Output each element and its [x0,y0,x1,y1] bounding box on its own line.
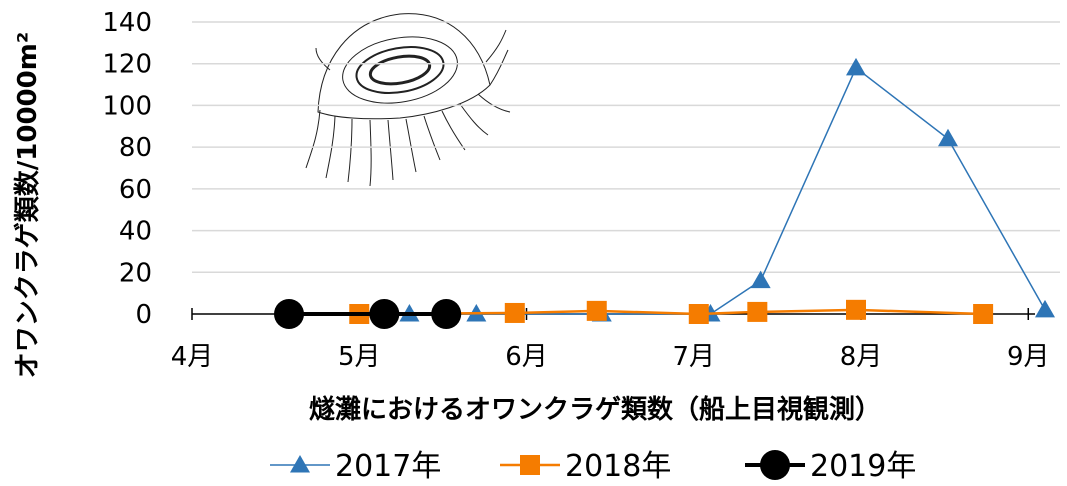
legend-item: 2019年 [745,449,916,484]
y-tick-label: 140 [102,8,152,38]
x-axis: 4月 5月 6月 7月 8月 9月 [171,308,1050,372]
y-tick-label: 40 [119,217,152,247]
y-tick-label: 100 [102,91,152,121]
series-2018年 [349,299,994,324]
legend-item: 2017年 [270,449,441,484]
data-point [688,304,709,324]
data-point [504,302,525,323]
y-tick-label: 60 [119,175,152,205]
legend-label: 2018年 [565,449,671,484]
legend: 2017年 2018年 2019年 [270,449,916,484]
y-axis-label: オワンクラゲ類数/10000m² [13,32,43,378]
gridlines [192,21,1060,274]
x-tick-label: 5月 [338,342,381,372]
x-tick-label: 8月 [840,342,883,372]
series-2019年 [274,299,462,329]
x-tick-label: 6月 [505,342,548,372]
x-axis-label: 燧灘におけるオワンクラゲ類数（船上目視観測） [309,394,881,425]
data-point [937,128,958,147]
data-point [274,299,305,329]
data-point [846,57,867,76]
legend-label: 2019年 [810,449,916,484]
y-tick-label: 80 [119,133,152,163]
y-tick-label: 120 [102,50,152,80]
y-tick-label: 20 [119,258,152,288]
x-tick-label: 4月 [171,342,214,372]
legend-marker [290,455,310,473]
y-tick-label: 0 [135,300,152,330]
data-point [750,270,771,289]
jellyfish-illustration [305,13,511,187]
legend-item: 2018年 [500,449,671,484]
series-layer [274,57,1055,329]
data-point [586,300,607,321]
data-point [973,304,994,324]
x-tick-label: 9月 [1007,342,1050,372]
legend-marker [520,455,540,475]
y-axis: 0 20 40 60 80 100 120 140 [102,8,152,330]
data-point [369,299,400,329]
data-point [1035,299,1055,318]
data-point [846,299,867,320]
legend-label: 2017年 [335,449,441,484]
x-tick-label: 7月 [672,342,715,372]
series-2017年 [399,57,1055,322]
legend-marker [760,450,790,480]
data-point [747,301,768,322]
data-point [431,299,462,329]
